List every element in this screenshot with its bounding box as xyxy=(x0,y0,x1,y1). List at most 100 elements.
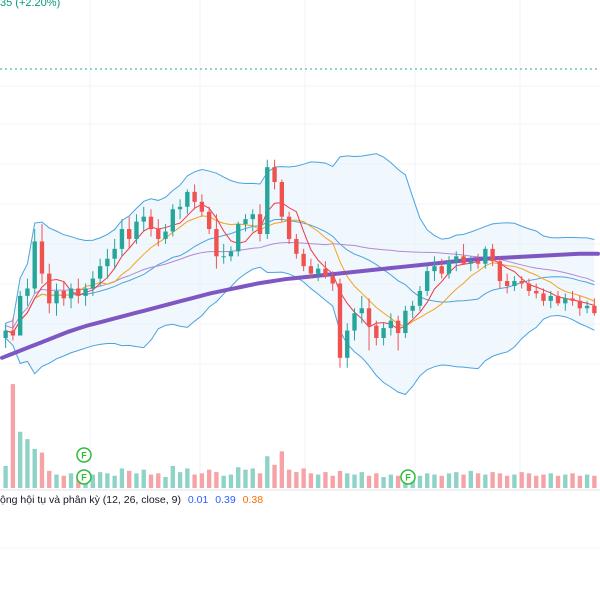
macd-label: ộng hội tụ và phân kỳ (12, 26, close, 9) xyxy=(0,494,181,506)
candle-body xyxy=(337,283,343,358)
volume-bar xyxy=(221,475,226,488)
volume-bar xyxy=(519,472,524,488)
volume-bar xyxy=(432,474,437,488)
volume-bar xyxy=(563,474,568,488)
candle-body xyxy=(374,325,379,338)
candle-body xyxy=(236,224,241,252)
candle-body xyxy=(475,261,481,264)
candle-body xyxy=(446,261,452,274)
volume-bar xyxy=(250,468,255,488)
volume-bar xyxy=(47,470,52,488)
bollinger-fill xyxy=(5,153,595,395)
volume-bar xyxy=(359,472,364,488)
volume-bar xyxy=(134,473,139,488)
volume-bar xyxy=(61,475,66,488)
volume-bar xyxy=(468,470,473,488)
candle-body xyxy=(403,310,408,334)
volume-bar xyxy=(206,469,212,488)
candle-body xyxy=(570,298,575,301)
candle-body xyxy=(366,308,372,326)
candle-body xyxy=(345,330,350,358)
volume-bar xyxy=(417,475,423,488)
candle-body xyxy=(577,300,583,309)
candle-body xyxy=(97,266,103,279)
candle-body xyxy=(83,288,88,296)
candle-body xyxy=(439,266,444,274)
candle-body xyxy=(127,229,132,239)
candle-body xyxy=(584,305,590,309)
candle-body xyxy=(425,271,430,291)
volume-bar xyxy=(425,473,430,488)
candle-body xyxy=(315,268,321,274)
volume-bar xyxy=(286,469,292,488)
candle-body xyxy=(148,216,154,230)
moving-averages xyxy=(0,202,600,360)
volume-bar xyxy=(257,473,263,488)
volume-bar xyxy=(112,475,117,488)
candle-body xyxy=(483,248,488,264)
volume-bar xyxy=(366,475,372,488)
macd-value-3: 0.38 xyxy=(242,494,264,506)
candle-body xyxy=(548,295,553,301)
volume-bar xyxy=(199,473,205,488)
candle-body xyxy=(68,288,74,299)
candle-body xyxy=(294,238,299,254)
candle-body xyxy=(257,214,263,234)
macd-value-2: 0.39 xyxy=(215,494,236,506)
event-markers: F F F xyxy=(76,447,416,485)
marker-label: F xyxy=(81,451,87,461)
macd-legend[interactable]: ộng hội tụ và phân kỳ (12, 26, close, 9)… xyxy=(0,494,263,506)
marker-label: F xyxy=(81,473,87,483)
candle-body xyxy=(461,256,466,264)
candle-body xyxy=(592,305,597,314)
volume-bar xyxy=(454,472,459,488)
volume-bar xyxy=(315,474,321,488)
candle-body xyxy=(32,241,37,289)
volume-bar xyxy=(97,472,103,488)
event-marker: F xyxy=(400,469,416,485)
candle-body xyxy=(134,221,139,239)
macd-value-1: 0.01 xyxy=(187,494,209,506)
volume-bar xyxy=(105,473,110,488)
candle-body xyxy=(25,288,30,296)
volume-bar xyxy=(39,452,45,488)
volume-bar xyxy=(156,473,161,488)
candle-body xyxy=(352,313,357,331)
volume-bar xyxy=(526,473,532,488)
volume-bar xyxy=(512,474,517,488)
candle-body xyxy=(170,209,175,232)
candle-body xyxy=(381,328,386,338)
candle-body xyxy=(308,266,314,274)
bollinger-lower xyxy=(5,266,595,395)
ma-long xyxy=(0,251,600,360)
volume-bar xyxy=(10,384,16,488)
candle-body xyxy=(504,281,510,286)
volume-bar xyxy=(170,466,175,488)
candle-body xyxy=(563,298,568,304)
candle-body xyxy=(454,256,459,262)
volume-bar xyxy=(439,475,444,488)
volume-bar xyxy=(177,472,183,488)
marker-circle xyxy=(76,447,92,463)
candle-body xyxy=(301,253,306,267)
volume-bar xyxy=(352,474,357,488)
candle-body xyxy=(323,268,328,277)
ma-red xyxy=(5,202,595,334)
candle-body xyxy=(265,167,270,234)
candle-body xyxy=(410,305,415,311)
volume-bar xyxy=(25,439,30,488)
candle-body xyxy=(417,290,423,306)
candle-body xyxy=(555,295,561,304)
volume-bar xyxy=(374,473,379,488)
candle-body xyxy=(490,248,495,262)
candle-body xyxy=(388,320,394,329)
candle-body xyxy=(199,201,205,212)
volume-bar xyxy=(584,474,590,488)
candle-body xyxy=(39,241,45,274)
volume-bar xyxy=(541,474,546,488)
candle-body xyxy=(112,248,117,259)
volume-bar xyxy=(395,475,401,488)
candle-body xyxy=(17,295,23,336)
